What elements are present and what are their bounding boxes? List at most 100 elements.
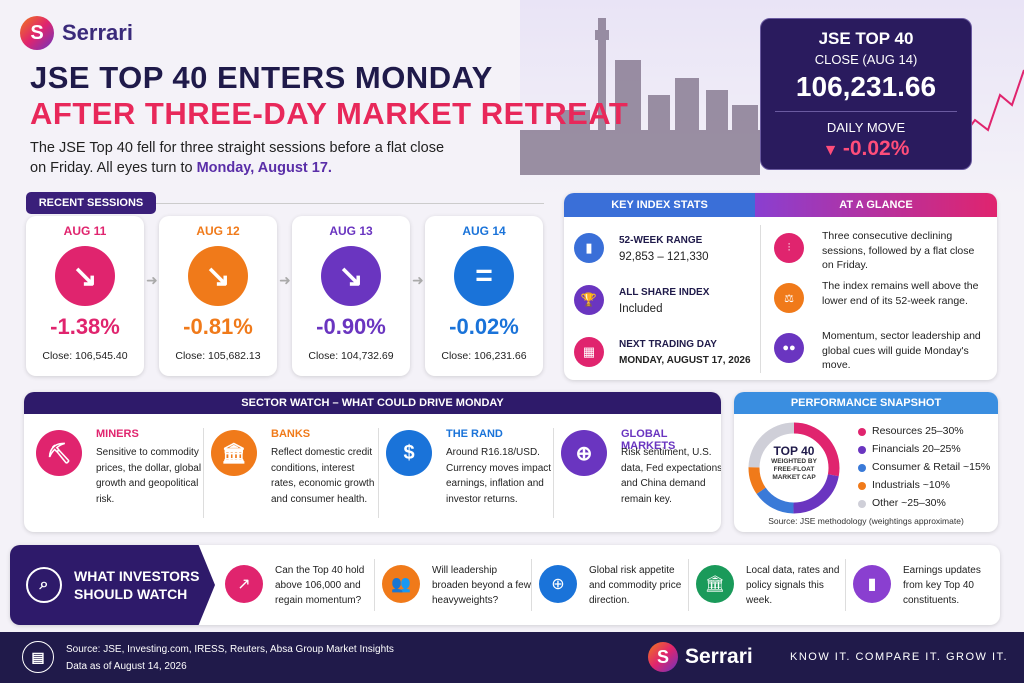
watch-text: Global risk appetite and commodity price… xyxy=(589,565,682,606)
watch-text: Local data, rates and policy signals thi… xyxy=(746,565,840,606)
recent-title: RECENT SESSIONS xyxy=(26,192,156,214)
legend-label: Resources 25–30% xyxy=(872,425,964,437)
donut-title: TOP 40 xyxy=(773,444,815,458)
sector-panel: SECTOR WATCH – WHAT COULD DRIVE MONDAY ⛏… xyxy=(24,392,721,532)
move-label: DAILY MOVE xyxy=(826,120,906,135)
glance-text: The index remains well above the lower e… xyxy=(822,280,979,307)
sector-icon: 🏛 xyxy=(211,430,257,476)
sector-icon: $ xyxy=(386,430,432,476)
session-card: AUG 13 ↘ -0.90% Close: 104,732.69 xyxy=(292,216,410,376)
stat-value: Included xyxy=(619,303,663,315)
watch-icon: ⊕ xyxy=(539,565,577,603)
session-date: AUG 12 xyxy=(196,224,240,238)
legend-dot xyxy=(858,428,866,436)
session-close: Close: 106,545.40 xyxy=(42,350,128,362)
session-change: -0.02% xyxy=(449,314,519,339)
session-close: Close: 104,732.69 xyxy=(308,350,394,362)
arrow: ➜ xyxy=(279,272,291,288)
footer-logo: S Serrari xyxy=(648,642,753,672)
close-sublabel: CLOSE (AUG 14) xyxy=(814,52,918,67)
glance-text: Momentum, sector leadership and global c… xyxy=(822,330,981,372)
legend-label: Industrials ~10% xyxy=(872,479,950,491)
session-icon: ↘ xyxy=(321,246,381,306)
session-date: AUG 11 xyxy=(63,224,107,238)
subtitle-text: The JSE Top 40 fell for three straight s… xyxy=(30,140,445,176)
performance-title: PERFORMANCE SNAPSHOT xyxy=(734,392,998,414)
subtitle: The JSE Top 40 fell for three straight s… xyxy=(30,139,450,178)
close-label: JSE TOP 40 xyxy=(818,29,914,48)
divider xyxy=(531,559,532,611)
divider xyxy=(203,428,204,518)
divider xyxy=(845,559,846,611)
footer-sources: Source: JSE, Investing.com, IRESS, Reute… xyxy=(66,644,394,655)
stat-icon: ▮ xyxy=(574,233,604,263)
donut-center: TOP 40 WEIGHTED BY FREE-FLOAT MARKET CAP xyxy=(762,444,826,482)
session-card: AUG 14 = -0.02% Close: 106,231.66 xyxy=(425,216,543,376)
sector-name: THE RAND xyxy=(446,428,503,440)
watch-icon: ▮ xyxy=(853,565,891,603)
sector-title: SECTOR WATCH – WHAT COULD DRIVE MONDAY xyxy=(24,392,721,414)
session-close: Close: 106,231.66 xyxy=(441,350,527,362)
watch-text: Earnings updates from key Top 40 constit… xyxy=(903,565,981,606)
stat-label: 52-WEEK RANGE xyxy=(619,235,703,246)
footer-date: Data as of August 14, 2026 xyxy=(66,661,187,672)
arrow: ➜ xyxy=(412,272,424,288)
legend-label: Other ~25–30% xyxy=(872,497,946,509)
arrow: ➜ xyxy=(146,272,158,288)
sector-text: Sensitive to commodity prices, the dolla… xyxy=(96,447,202,505)
session-date: AUG 14 xyxy=(462,224,506,238)
title-line1: JSE TOP 40 ENTERS MONDAY xyxy=(30,60,493,95)
move-number: -0.02% xyxy=(842,137,910,160)
stat-label: ALL SHARE INDEX xyxy=(619,287,710,298)
performance-source: Source: JSE methodology (weightings appr… xyxy=(768,516,964,526)
watch-icon: ↗ xyxy=(225,565,263,603)
glance-icon: ⚖ xyxy=(774,283,804,313)
sector-name: GLOBAL MARKETS xyxy=(621,428,676,452)
performance-panel: PERFORMANCE SNAPSHOT TOP 40 WEIGHTED BY … xyxy=(734,392,998,532)
stat-icon: ▦ xyxy=(574,337,604,367)
watch-title: WHAT INVESTORS SHOULD WATCH xyxy=(74,568,200,603)
session-card: AUG 12 ↘ -0.81% Close: 105,682.13 xyxy=(159,216,277,376)
stat-value: 92,853 – 121,330 xyxy=(619,251,709,263)
logo: S Serrari xyxy=(20,16,133,50)
sector-text: Risk sentiment, U.S. data, Fed expectati… xyxy=(621,447,721,505)
legend-dot xyxy=(858,464,866,472)
divider xyxy=(553,428,554,518)
session-change: -0.81% xyxy=(183,314,253,339)
divider xyxy=(378,428,379,518)
watch-icon: 👥 xyxy=(382,565,420,603)
legend-dot xyxy=(858,482,866,490)
session-icon: ↘ xyxy=(188,246,248,306)
doc-icon: ▤ xyxy=(22,641,54,673)
footer-brand: Serrari xyxy=(685,645,753,668)
subtitle-highlight: Monday, August 17. xyxy=(196,159,332,176)
watch-text: Will leadership broaden beyond a few hea… xyxy=(432,565,531,606)
sector-name: MINERS xyxy=(96,428,139,440)
footer: ▤ Source: JSE, Investing.com, IRESS, Reu… xyxy=(0,632,1024,683)
session-icon: ↘ xyxy=(55,246,115,306)
stat-icon: 🏆 xyxy=(574,285,604,315)
glance-icon: ⫶ xyxy=(774,233,804,263)
watch-panel: ⌕ WHAT INVESTORS SHOULD WATCH ↗ Can the T… xyxy=(10,545,1000,625)
stat-label: NEXT TRADING DAY xyxy=(619,339,717,350)
divider xyxy=(688,559,689,611)
divider xyxy=(156,203,544,204)
sector-text: Around R16.18/USD. Currency moves impact… xyxy=(446,447,552,505)
move-value: ▼ -0.02% xyxy=(822,137,910,160)
sector-icon: ⊕ xyxy=(561,430,607,476)
brand: Serrari xyxy=(62,20,133,45)
watch-icon: 🏛 xyxy=(696,565,734,603)
glance-icon: ●● xyxy=(774,333,804,363)
stats-panel: KEY INDEX STATS AT A GLANCE ▮ 52-WEEK RAN… xyxy=(564,193,997,380)
title-line2: AFTER THREE-DAY MARKET RETREAT xyxy=(30,96,629,131)
stat-value: MONDAY, AUGUST 17, 2026 xyxy=(619,355,751,366)
watch-text: Can the Top 40 hold above 106,000 and re… xyxy=(275,565,365,606)
sector-text: Reflect domestic credit conditions, inte… xyxy=(271,447,375,505)
legend-dot xyxy=(858,500,866,508)
session-date: AUG 13 xyxy=(329,224,373,238)
session-card: AUG 11 ↘ -1.38% Close: 106,545.40 xyxy=(26,216,144,376)
close-value: 106,231.66 xyxy=(795,71,937,102)
divider xyxy=(760,225,761,373)
sector-icon: ⛏ xyxy=(36,430,82,476)
session-icon: = xyxy=(454,246,514,306)
